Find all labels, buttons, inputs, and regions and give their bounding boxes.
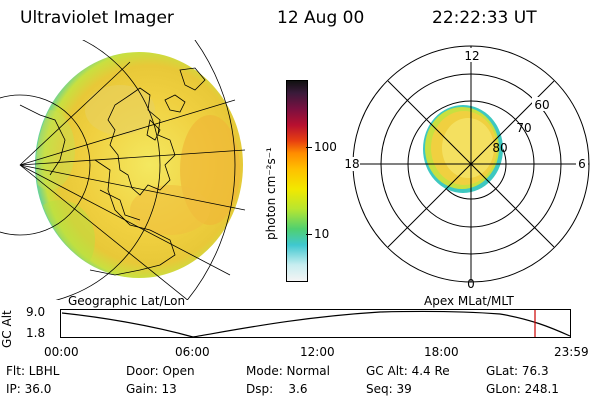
colorbar-tick-label-10: 10 xyxy=(314,227,330,241)
alt-tick-label-min: 1.8 xyxy=(26,326,46,340)
altitude-plot-frame xyxy=(60,309,571,338)
instrument-title: Ultraviolet Imager xyxy=(20,8,174,28)
mlt-label-18: 18 xyxy=(344,157,359,171)
mlat-label-80: 80 xyxy=(492,141,507,155)
date-label: 12 Aug 00 xyxy=(277,8,365,28)
info-gc-alt: GC Alt: 4.4 Re xyxy=(366,364,450,378)
info-filter: Flt: LBHL xyxy=(6,364,60,378)
polar-plot: 12 18 6 0 60 70 80 xyxy=(342,45,590,291)
info-glat: GLat: 76.3 xyxy=(486,364,549,378)
colorbar-tick-label-100: 100 xyxy=(314,140,337,154)
mlat-label-bg-60 xyxy=(532,97,552,111)
mlat-label-70: 70 xyxy=(516,121,531,135)
info-door: Door: Open xyxy=(126,364,195,378)
colorbar-unit-label: photon cm⁻²s⁻¹ xyxy=(264,147,278,240)
coastlines xyxy=(19,67,206,276)
time-tick-2359: 23:59 xyxy=(554,345,589,359)
info-dsp: Dsp: 3.6 xyxy=(246,382,308,396)
colorbar-tick-100 xyxy=(306,147,312,148)
time-tick-1200: 12:00 xyxy=(300,345,335,359)
info-mode: Mode: Normal xyxy=(246,364,330,378)
time-tick-0600: 06:00 xyxy=(175,345,210,359)
time-label: 22:22:33 UT xyxy=(432,8,537,28)
alt-tick-label-max: 9.0 xyxy=(26,305,46,319)
emission-patches xyxy=(36,85,240,277)
mlat-label-60: 60 xyxy=(534,98,549,112)
mlt-label-bg-18 xyxy=(342,157,360,171)
info-ip: IP: 36.0 xyxy=(6,382,52,396)
time-tick-0000: 00:00 xyxy=(44,345,79,359)
geographic-label: Geographic Lat/Lon xyxy=(68,294,186,308)
colorbar xyxy=(286,80,308,282)
altitude-plot xyxy=(60,309,571,338)
apex-label: Apex MLat/MLT xyxy=(424,294,514,308)
info-seq: Seq: 39 xyxy=(366,382,412,396)
info-glon: GLon: 248.1 xyxy=(486,382,559,396)
auroral-oval xyxy=(423,105,503,193)
lat-lon-grid xyxy=(0,40,246,300)
mlt-label-0: 0 xyxy=(467,277,475,291)
polar-spokes xyxy=(353,46,589,282)
mlt-label-6: 6 xyxy=(578,157,586,171)
mlt-label-bg-12 xyxy=(464,48,480,62)
alt-axis-label: GC Alt xyxy=(0,310,14,348)
mlt-label-bg-6 xyxy=(576,157,588,171)
geographic-image xyxy=(0,40,246,300)
altitude-curve xyxy=(61,310,571,338)
time-tick-1800: 18:00 xyxy=(424,345,459,359)
info-gain: Gain: 13 xyxy=(126,382,177,396)
colorbar-tick-10 xyxy=(306,234,312,235)
mlt-label-12: 12 xyxy=(464,49,479,63)
